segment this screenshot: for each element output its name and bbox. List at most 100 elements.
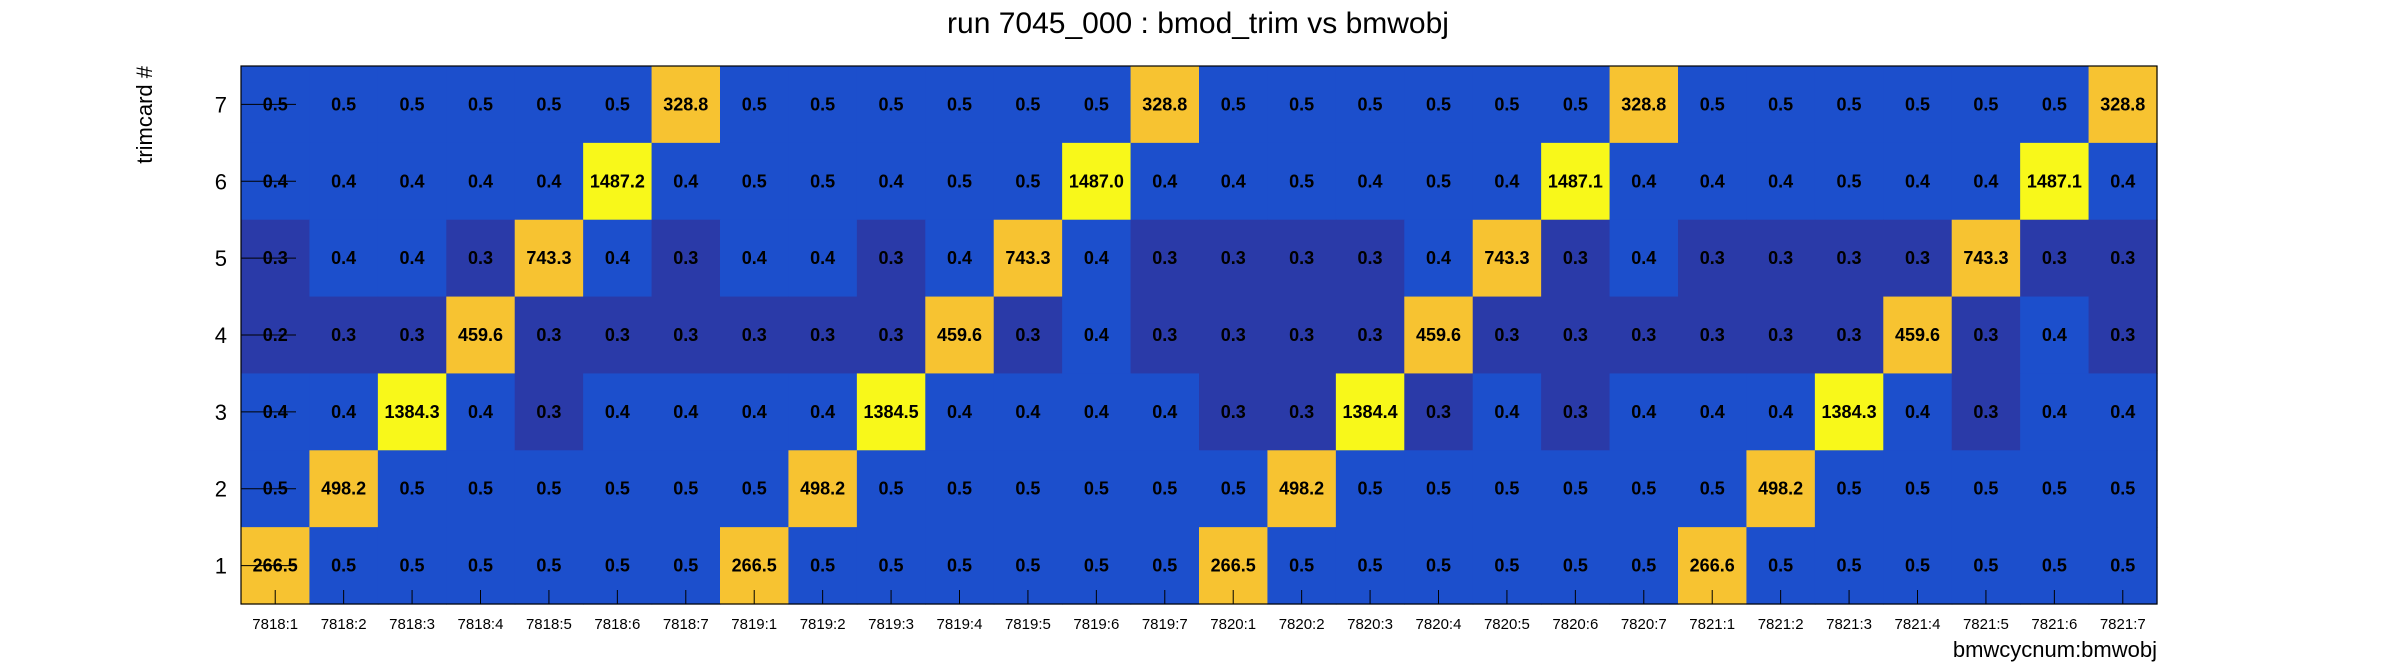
heatmap-cell	[993, 450, 1063, 528]
heatmap-cell	[1951, 296, 2021, 375]
cell-value-label: 1384.3	[1822, 402, 1877, 422]
heatmap-cell	[446, 450, 516, 528]
heatmap-cell	[1335, 66, 1405, 144]
heatmap-cell	[925, 296, 995, 375]
heatmap-cell	[2088, 219, 2158, 298]
heatmap-cell	[309, 142, 379, 221]
cell-value-label: 0.4	[673, 171, 698, 191]
cell-value-label: 0.5	[947, 479, 972, 499]
heatmap-cell	[788, 66, 858, 144]
cell-value-label: 0.4	[1152, 171, 1177, 191]
heatmap-cell	[925, 373, 995, 451]
cell-value-label: 0.4	[810, 248, 835, 268]
cell-value-label: 0.5	[1837, 479, 1862, 499]
cell-value-label: 0.3	[1973, 402, 1998, 422]
cell-value-label: 0.3	[673, 325, 698, 345]
x-tick-label: 7818:6	[594, 616, 640, 633]
cell-value-label: 0.3	[1289, 325, 1314, 345]
cell-value-label: 0.5	[742, 479, 767, 499]
heatmap-cell	[1267, 66, 1337, 144]
cell-value-label: 0.5	[673, 556, 698, 576]
heatmap-cell	[1130, 66, 1200, 144]
cell-value-label: 0.4	[400, 248, 425, 268]
heatmap-cell	[788, 142, 858, 221]
cell-value-label: 0.3	[742, 325, 767, 345]
cell-value-label: 0.4	[1700, 171, 1725, 191]
heatmap-cell	[446, 296, 516, 375]
cell-value-label: 0.3	[1837, 248, 1862, 268]
heatmap-cell	[856, 450, 926, 528]
heatmap-cell	[1541, 296, 1611, 375]
cell-value-label: 0.3	[1768, 248, 1793, 268]
cell-value-label: 0.4	[742, 402, 767, 422]
plot-frame	[240, 65, 2158, 605]
heatmap-cell	[1472, 373, 1542, 451]
heatmap-cell	[1678, 373, 1748, 451]
cell-value-label: 0.3	[1700, 248, 1725, 268]
heatmap-cell	[993, 296, 1063, 375]
heatmap-cell	[377, 219, 447, 298]
x-tick-label: 7820:5	[1484, 616, 1530, 633]
heatmap-cell	[446, 219, 516, 298]
x-tick-label: 7820:4	[1416, 616, 1462, 633]
heatmap-cell	[1062, 66, 1132, 144]
cell-value-label: 459.6	[1895, 325, 1940, 345]
cell-value-label: 0.4	[2110, 171, 2135, 191]
heatmap-cell	[583, 142, 653, 221]
heatmap-cell	[1130, 450, 1200, 528]
heatmap-cell	[1814, 66, 1884, 144]
heatmap-cell	[1609, 373, 1679, 451]
heatmap-cell	[309, 66, 379, 144]
cell-value-label: 0.5	[1631, 479, 1656, 499]
heatmap-cell	[514, 219, 584, 298]
heatmap-cell	[1883, 450, 1953, 528]
heatmap-cell	[925, 66, 995, 144]
heatmap-cell	[720, 219, 790, 298]
cell-value-label: 0.3	[1358, 248, 1383, 268]
cell-value-label: 0.3	[1289, 248, 1314, 268]
cell-value-label: 743.3	[1484, 248, 1529, 268]
heatmap-cell	[856, 296, 926, 375]
cell-value-label: 0.5	[1563, 94, 1588, 114]
heatmap-cell	[2088, 373, 2158, 451]
y-tick-label: 2	[215, 477, 227, 502]
cell-value-label: 0.5	[947, 94, 972, 114]
heatmap-cell	[2020, 296, 2090, 375]
cell-value-label: 0.3	[2110, 248, 2135, 268]
y-tick-label: 3	[215, 400, 227, 425]
cell-value-label: 0.3	[331, 325, 356, 345]
cell-value-label: 266.5	[1211, 556, 1256, 576]
heatmap-cell	[1404, 450, 1474, 528]
heatmap-cell	[788, 219, 858, 298]
heatmap-cell	[1335, 142, 1405, 221]
cell-value-label: 0.5	[1905, 479, 1930, 499]
heatmap-cell	[1609, 66, 1679, 144]
heatmap-cell	[377, 66, 447, 144]
heatmap-cell	[1062, 142, 1132, 221]
heatmap-cell	[1541, 373, 1611, 451]
x-tick-label: 7820:7	[1621, 616, 1667, 633]
cell-value-label: 0.5	[2042, 479, 2067, 499]
x-tick-label: 7821:1	[1689, 616, 1735, 633]
cell-value-label: 0.3	[1973, 325, 1998, 345]
cell-value-label: 1384.5	[864, 402, 919, 422]
cell-value-label: 0.4	[1905, 402, 1930, 422]
heatmap-cell	[2088, 296, 2158, 375]
y-tick-labels: 7 6 5 4 3 2 1	[215, 92, 227, 578]
x-tick-label: 7818:3	[389, 616, 435, 633]
heatmap-cell	[1951, 450, 2021, 528]
heatmap-cell	[1883, 142, 1953, 221]
heatmap-cell	[1746, 450, 1816, 528]
y-tick-label: 6	[215, 169, 227, 194]
heatmap-cell	[1951, 142, 2021, 221]
cell-value-label: 0.5	[1084, 556, 1109, 576]
cell-value-label: 0.5	[1426, 94, 1451, 114]
cell-value-label: 0.5	[1015, 94, 1040, 114]
cell-value-label: 0.5	[810, 94, 835, 114]
heatmap-cell	[309, 450, 379, 528]
cell-value-label: 0.5	[2042, 556, 2067, 576]
heatmap-cell	[1678, 219, 1748, 298]
cell-value-label: 0.5	[1015, 479, 1040, 499]
cell-value-label: 0.5	[1973, 479, 1998, 499]
heatmap-cell	[1130, 373, 1200, 451]
